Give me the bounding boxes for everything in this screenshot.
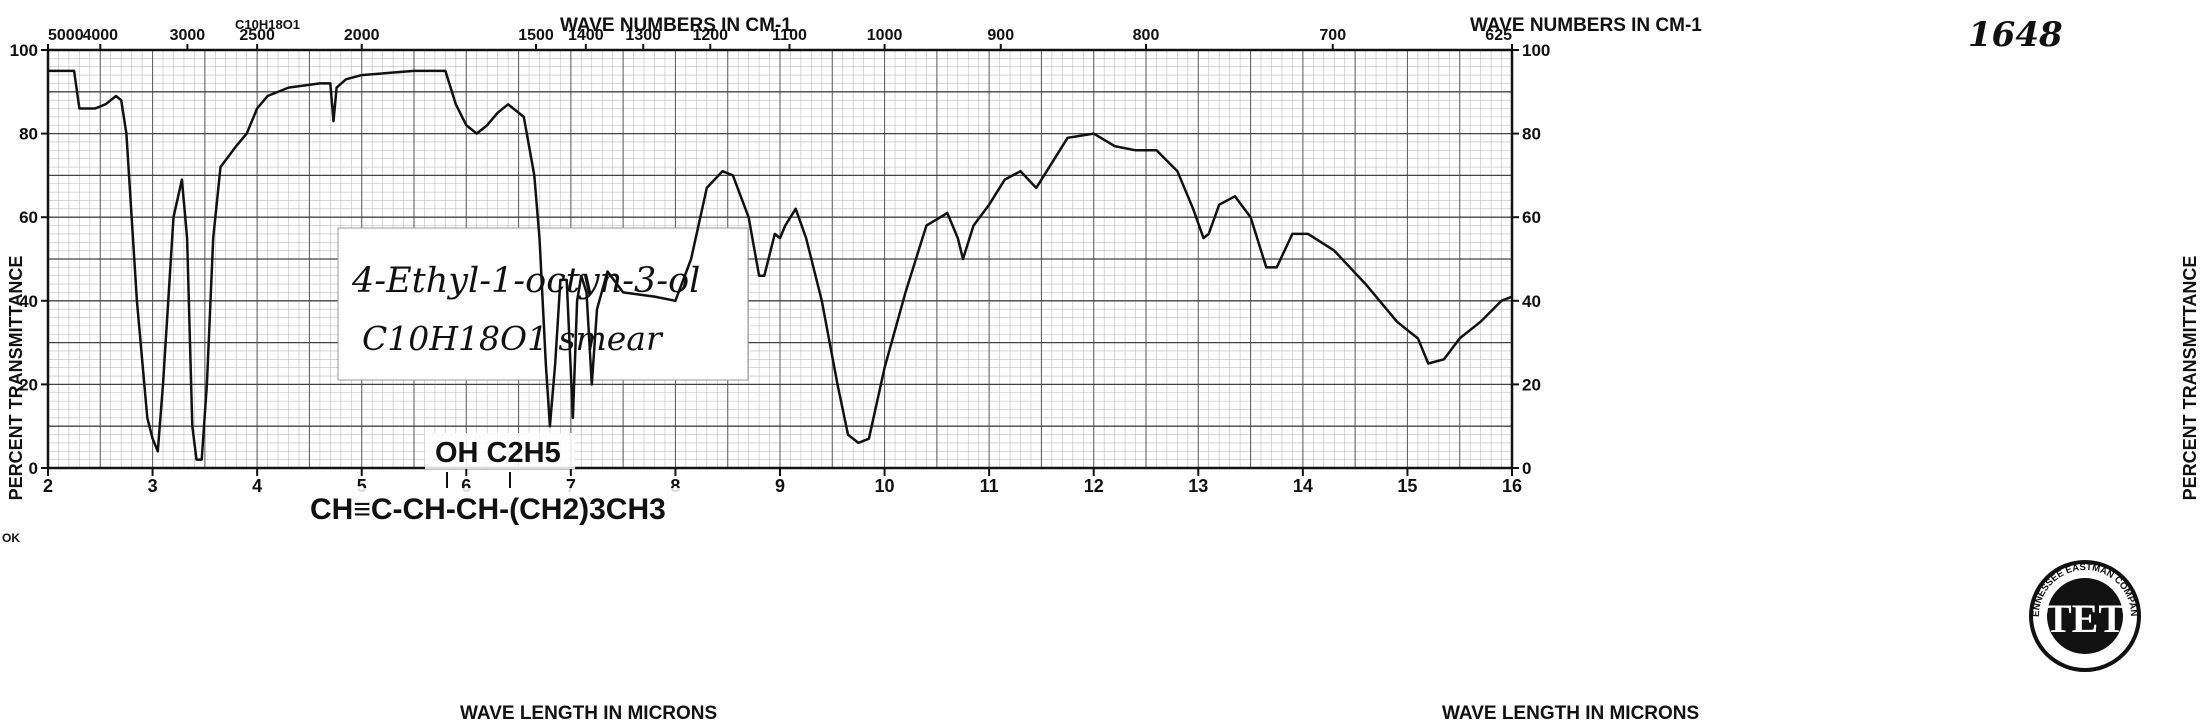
y-tick-label-right: 100 bbox=[1522, 41, 1550, 60]
y-tick-label-left: 0 bbox=[29, 459, 38, 478]
left-margin-mark: OK bbox=[2, 531, 20, 545]
x-tick-label: 4 bbox=[252, 476, 262, 496]
x-tick-label: 9 bbox=[775, 476, 785, 496]
x-axis-label-right: WAVE LENGTH IN MICRONS bbox=[1442, 703, 1699, 724]
x-tick-label: 10 bbox=[875, 476, 895, 496]
structure-bottom: CH≡C-CH-CH-(CH2)3CH3 bbox=[310, 493, 666, 526]
x-axis-ticks: 2 3 4 5 6 7 8 9 10 11 12 13 14 15 16 bbox=[43, 468, 1522, 496]
compound-formula: C10H18O1 smear bbox=[362, 319, 664, 358]
top-tick-label: 1400 bbox=[568, 27, 604, 44]
structure-top: OH C2H5 bbox=[435, 437, 561, 469]
top-tick-label: 900 bbox=[987, 27, 1014, 44]
x-tick-label: 8 bbox=[670, 476, 680, 496]
x-tick-label: 16 bbox=[1502, 476, 1522, 496]
spectrum-line bbox=[48, 69, 1513, 461]
x-tick-label: 15 bbox=[1397, 476, 1417, 496]
x-tick-label: 3 bbox=[148, 476, 158, 496]
corner-formula: C10H18O1 bbox=[235, 17, 300, 32]
top-tick-label: 2500 bbox=[239, 27, 275, 44]
y-tick-label-right: 20 bbox=[1522, 375, 1541, 394]
x-tick-label: 7 bbox=[566, 476, 576, 496]
x-tick-label: 6 bbox=[461, 476, 471, 496]
y-tick-label-right: 60 bbox=[1522, 208, 1541, 227]
compound-label-card: 4-Ethyl-1-octyn-3-ol C10H18O1 smear bbox=[337, 227, 749, 381]
top-tick-label: 1500 bbox=[518, 27, 554, 44]
y-axis-label-left: PERCENT TRANSMITTANCE bbox=[6, 256, 26, 501]
y-tick-label-right: 40 bbox=[1522, 292, 1541, 311]
top-tick-label: 625 bbox=[1485, 27, 1512, 44]
y-tick-label-left: 60 bbox=[19, 208, 38, 227]
top-tick-label: 1000 bbox=[867, 27, 903, 44]
y-axis-label-right: PERCENT TRANSMITTANCE bbox=[2180, 256, 2200, 501]
top-tick-label: 1200 bbox=[692, 27, 728, 44]
top-tick-label: 3000 bbox=[170, 27, 206, 44]
x-tick-label: 2 bbox=[43, 476, 53, 496]
y-tick-label-left: 20 bbox=[19, 375, 38, 394]
logo-text: TET bbox=[2045, 596, 2125, 641]
structure-top-backing bbox=[425, 433, 575, 469]
sheet-number: 1648 bbox=[1968, 15, 2063, 55]
top-tick-label: 1300 bbox=[625, 27, 661, 44]
top-axis-label-left: WAVE NUMBERS IN CM-1 bbox=[560, 15, 792, 36]
y-axis-ticks-right: 0 20 40 60 80 100 bbox=[1512, 41, 1550, 478]
x-axis-label-left: WAVE LENGTH IN MICRONS bbox=[460, 703, 717, 724]
y-tick-label-left: 80 bbox=[19, 125, 38, 144]
top-axis-label-right: WAVE NUMBERS IN CM-1 bbox=[1470, 15, 1702, 36]
top-tick-label: 1100 bbox=[772, 27, 807, 44]
y-tick-label-right: 0 bbox=[1522, 459, 1531, 478]
top-tick-label: 2000 bbox=[344, 27, 380, 44]
logo-inner-disc bbox=[2047, 578, 2123, 654]
top-tick-label: 5000 bbox=[48, 27, 84, 44]
x-tick-label: 14 bbox=[1293, 476, 1313, 496]
y-tick-label-left: 40 bbox=[19, 292, 38, 311]
y-axis-ticks-left: 0 20 40 60 80 100 bbox=[10, 41, 48, 478]
structure-drawing: OH C2H5 CH≡C-CH-CH-(CH2)3CH3 bbox=[305, 433, 755, 528]
top-tick-label: 4000 bbox=[82, 27, 118, 44]
y-tick-label-left: 100 bbox=[10, 41, 38, 60]
top-tick-label: 700 bbox=[1319, 27, 1346, 44]
x-tick-label: 5 bbox=[357, 476, 367, 496]
y-tick-label-right: 80 bbox=[1522, 125, 1541, 144]
x-tick-label: 13 bbox=[1188, 476, 1208, 496]
x-tick-label: 12 bbox=[1084, 476, 1104, 496]
structure-bottom-backing bbox=[305, 488, 755, 528]
x-tick-label: 11 bbox=[980, 476, 999, 496]
top-tick-label: 800 bbox=[1133, 27, 1160, 44]
